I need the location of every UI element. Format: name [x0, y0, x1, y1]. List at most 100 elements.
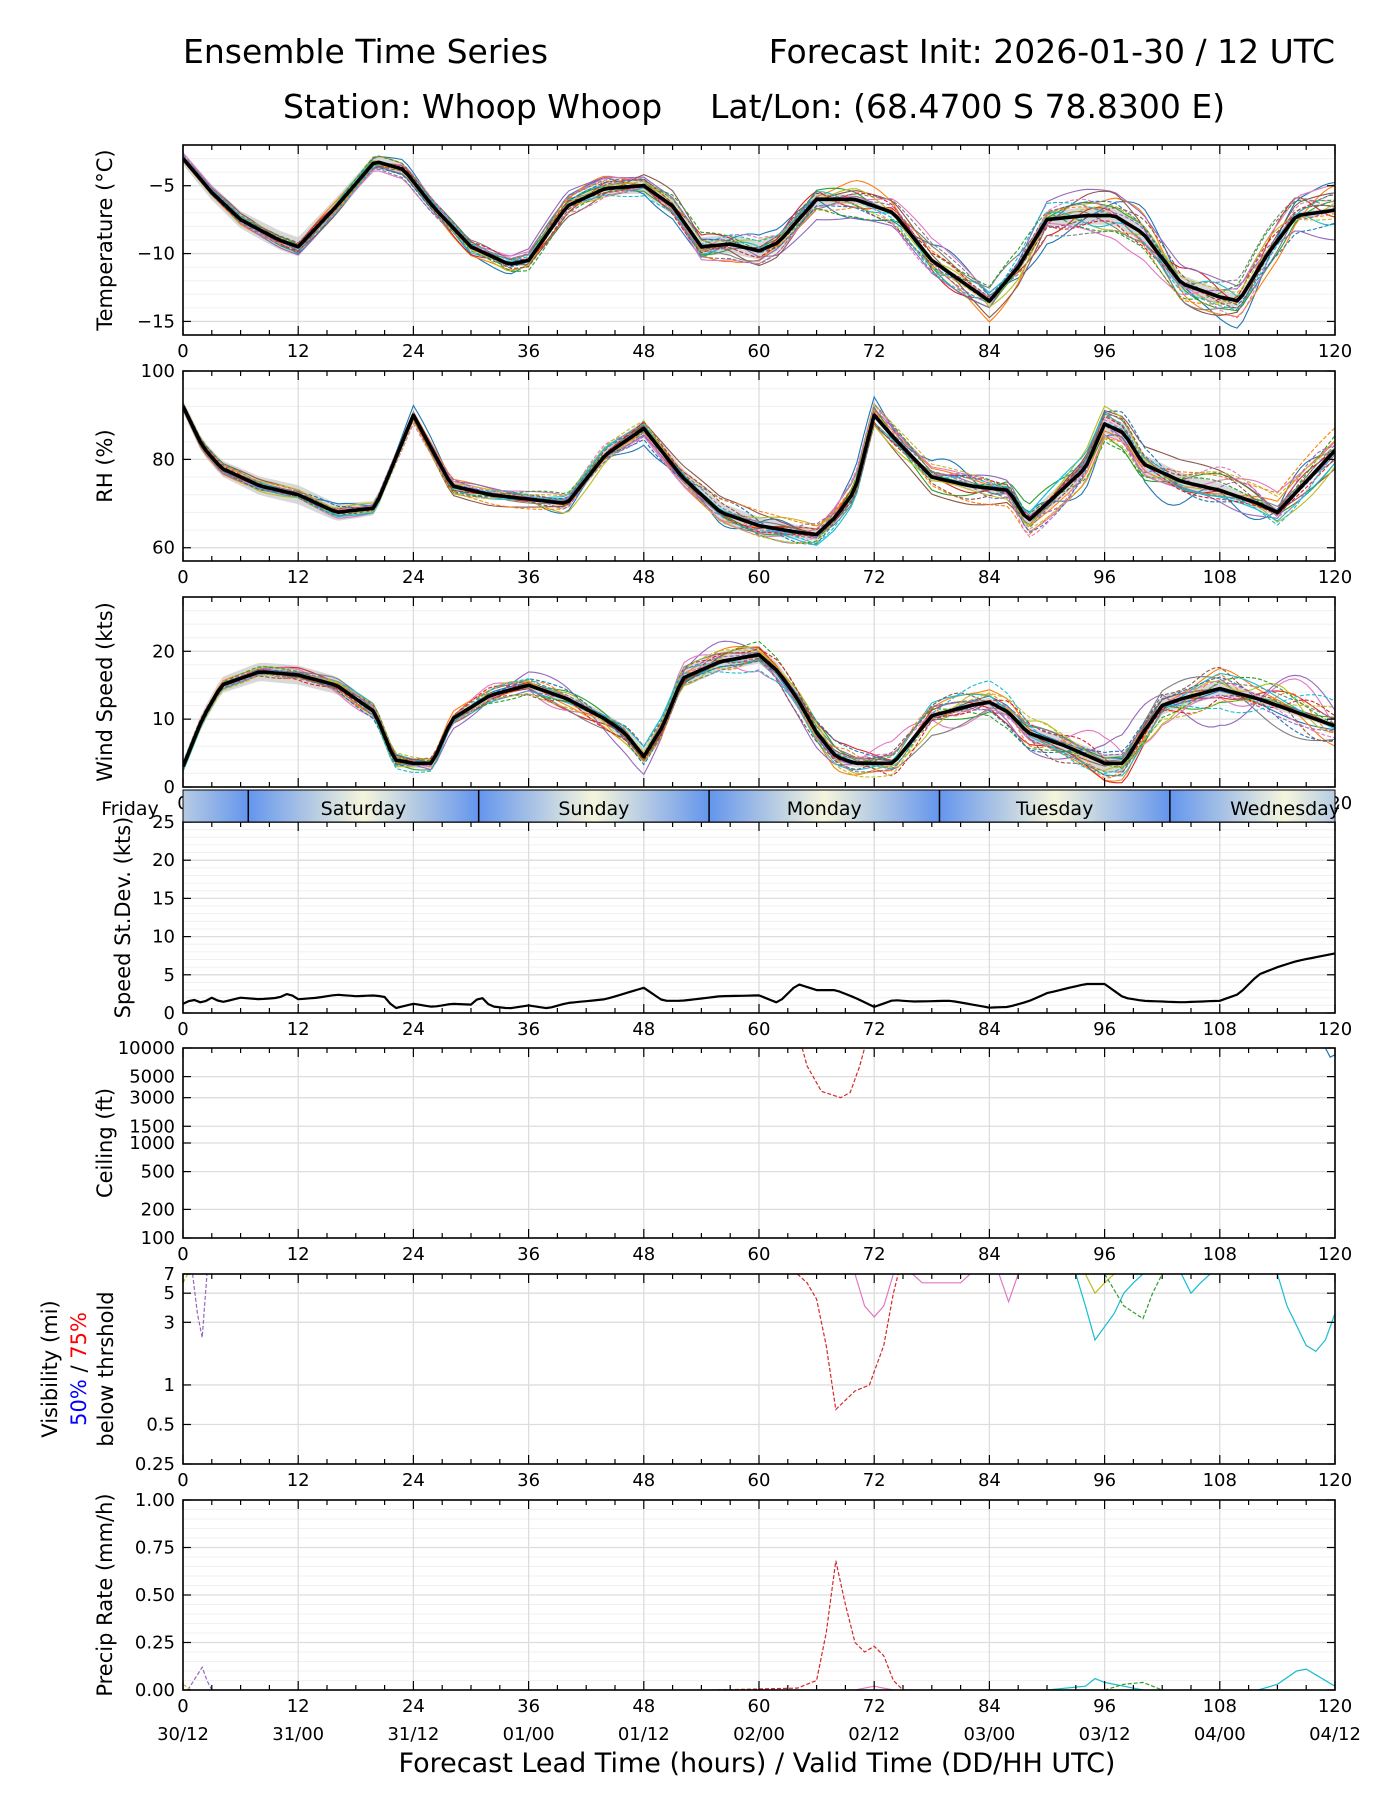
y-tick-label: 10 — [152, 927, 175, 948]
x-tick-label: 120 — [1318, 1696, 1352, 1717]
day-segment — [939, 790, 1170, 822]
x-tick-label: 72 — [863, 1696, 886, 1717]
y-tick-label: 0 — [164, 1003, 175, 1024]
x-tick-label: 96 — [1093, 341, 1116, 362]
x-tick-label: 84 — [978, 567, 1001, 588]
x-tick-label: 0 — [177, 567, 188, 588]
y-tick-label: 0.25 — [135, 1454, 175, 1475]
x-tick-label: 84 — [978, 1019, 1001, 1040]
day-segment — [478, 790, 710, 822]
x-tick-label: 24 — [402, 1696, 425, 1717]
y-axis-label: RH (%) — [93, 429, 117, 502]
x-tick-label: 96 — [1093, 1019, 1116, 1040]
member-vis — [796, 1274, 899, 1411]
x-tick-label: 36 — [517, 1244, 540, 1265]
y-axis-label-pct: 50% / 75% — [67, 1312, 91, 1426]
y-tick-label: 15 — [152, 888, 175, 909]
y-axis-label: Temperature (°C) — [93, 149, 117, 331]
x-tick-label: 60 — [748, 1696, 771, 1717]
y-tick-label: 1000 — [129, 1133, 175, 1154]
x-tick-label: 24 — [402, 1244, 425, 1265]
member-vis — [1084, 1274, 1115, 1295]
y-tick-label: 500 — [141, 1162, 175, 1183]
x-tick-label: 96 — [1093, 567, 1116, 588]
day-label: Tuesday — [1015, 798, 1093, 820]
x-tick-label: 120 — [1318, 1470, 1352, 1491]
x-tick-label: 0 — [177, 1696, 188, 1717]
member-rh — [183, 402, 1335, 544]
x-tick-label: 48 — [632, 1470, 655, 1491]
member-vis — [1104, 1274, 1163, 1320]
member-precip — [1104, 1681, 1163, 1690]
y-axis-label: Ceiling (ft) — [93, 1088, 117, 1198]
y-tick-label: 1 — [164, 1375, 175, 1396]
y-axis-label: Precip Rate (mm/h) — [93, 1493, 117, 1696]
x-tick-label: 12 — [287, 1019, 310, 1040]
x-tick-label: 60 — [748, 341, 771, 362]
day-label: Monday — [787, 798, 862, 820]
member-precip — [710, 1560, 913, 1690]
y-tick-label: 10 — [152, 709, 175, 730]
plot-area-precip — [183, 1560, 1335, 1690]
y-axis-label-2: below thrshold — [94, 1291, 118, 1446]
day-band: Friday Saturday Sunday Monday Tuesday Wednesd… — [101, 789, 1340, 823]
member-vis — [1276, 1274, 1335, 1353]
mean-line-temp — [183, 157, 1335, 303]
x-tick-label: 96 — [1093, 1244, 1116, 1265]
x-tick-label: 12 — [287, 1470, 310, 1491]
y-tick-label: 200 — [141, 1199, 175, 1220]
member-wind — [183, 647, 1335, 777]
y-tick-label: −10 — [137, 244, 175, 265]
member-vis — [998, 1274, 1019, 1304]
y-tick-label: 0.50 — [135, 1585, 175, 1606]
member-wind — [183, 640, 1335, 769]
member-precip — [1046, 1677, 1144, 1690]
member-vis — [912, 1274, 971, 1284]
member-rh — [183, 406, 1335, 545]
y-tick-label: −15 — [137, 311, 175, 332]
plot-area-stdev — [183, 952, 1335, 1010]
x-tick-label: 96 — [1093, 1696, 1116, 1717]
member-wind — [183, 660, 1335, 766]
x-tick-label: 72 — [863, 1019, 886, 1040]
station-name: Station: Whoop Whoop — [283, 87, 662, 126]
member-vis — [854, 1274, 894, 1318]
x-tick-label: 36 — [517, 1470, 540, 1491]
member-vis — [1075, 1274, 1144, 1342]
valid-time-label: 03/00 — [963, 1724, 1015, 1745]
panel-stdev: 0 12 24 36 48 60 72 84 96 108 120 0 5 10 15 20 25 Speed S… — [111, 812, 1352, 1040]
x-tick-label: 48 — [632, 1696, 655, 1717]
valid-time-label: 04/12 — [1309, 1724, 1361, 1745]
x-tick-label: 12 — [287, 1244, 310, 1265]
x-tick-label: 120 — [1318, 567, 1352, 588]
member-precip — [1258, 1668, 1335, 1690]
x-tick-label: 72 — [863, 1244, 886, 1265]
valid-time-label: 02/12 — [848, 1724, 900, 1745]
y-tick-label: 1.00 — [135, 1490, 175, 1511]
member-ceiling — [801, 1048, 866, 1099]
x-tick-label: 48 — [632, 1019, 655, 1040]
member-temp — [183, 157, 1335, 304]
plot-area-ceiling — [801, 1048, 1335, 1099]
x-tick-label: 12 — [287, 1696, 310, 1717]
plot-area-temp — [183, 152, 1335, 329]
plot-area-vis — [183, 1274, 1335, 1411]
pct-75-label: 75% — [67, 1312, 91, 1359]
valid-time-label: 03/12 — [1079, 1724, 1131, 1745]
panel-rh: 0 12 24 36 48 60 72 84 96 108 120 60 80 100 RH (%) — [93, 361, 1352, 588]
member-temp — [183, 156, 1335, 311]
x-tick-label: 36 — [517, 341, 540, 362]
x-tick-label: 24 — [402, 341, 425, 362]
x-tick-label: 60 — [748, 567, 771, 588]
x-tick-label: 24 — [402, 567, 425, 588]
day-segment — [1169, 790, 1335, 822]
member-wind — [183, 651, 1335, 779]
member-rh — [183, 403, 1335, 544]
y-tick-label: 20 — [152, 850, 175, 871]
y-tick-label: 0.00 — [135, 1680, 175, 1701]
pct-sep: / — [67, 1359, 91, 1379]
valid-time-label: 31/12 — [387, 1724, 439, 1745]
member-precip — [183, 1683, 192, 1690]
x-tick-label: 108 — [1203, 1470, 1237, 1491]
